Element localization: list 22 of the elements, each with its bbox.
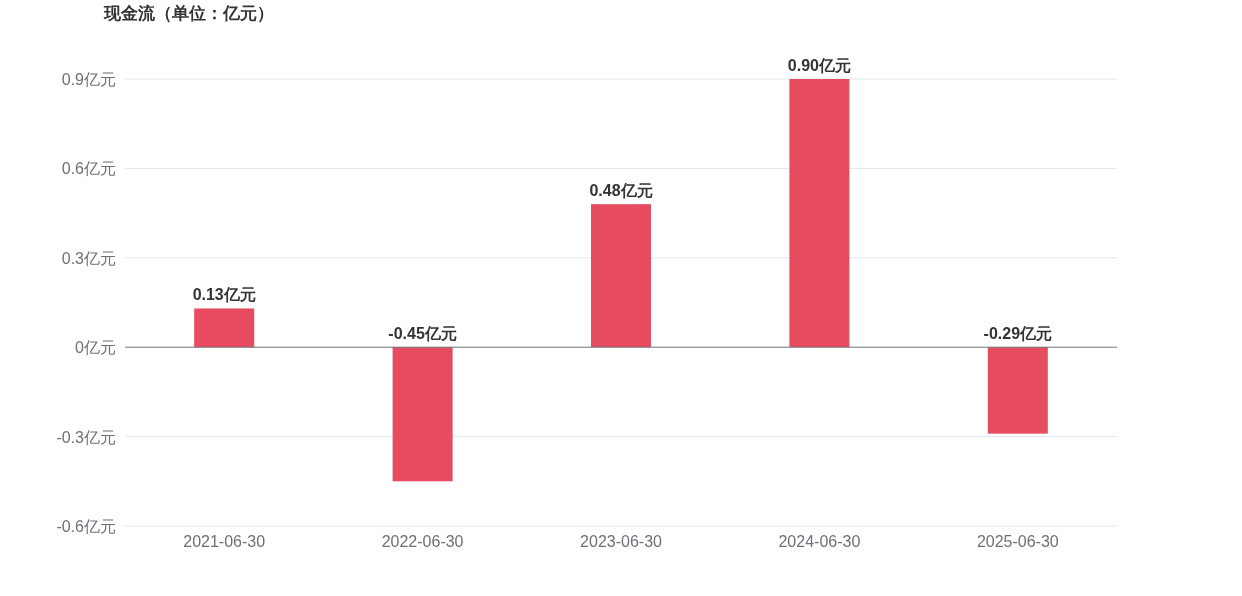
y-tick-label: 0.9亿元 (61, 71, 116, 88)
bar (987, 347, 1048, 434)
y-tick-label: 0.6亿元 (61, 160, 116, 178)
y-tick-label: 0亿元 (75, 339, 116, 357)
x-tick-label: 2023-06-30 (580, 533, 663, 550)
x-tick-label: 2022-06-30 (381, 533, 464, 550)
chart-title: 现金流（单位：亿元） (103, 4, 274, 23)
y-tick-label: 0.3亿元 (61, 249, 116, 267)
y-tick-label: -0.6亿元 (56, 518, 116, 535)
data-label: 0.90亿元 (787, 57, 851, 74)
bar (194, 308, 255, 348)
x-tick-label: 2021-06-30 (183, 533, 266, 550)
x-tick-label: 2025-06-30 (976, 533, 1059, 550)
data-label: 0.48亿元 (589, 182, 653, 200)
bar (392, 347, 453, 482)
data-label: -0.45亿元 (388, 325, 457, 343)
bar (789, 79, 850, 348)
x-tick-label: 2024-06-30 (778, 533, 861, 550)
data-label: 0.13亿元 (192, 286, 256, 304)
bar (591, 204, 651, 348)
data-label: -0.29亿元 (983, 325, 1053, 343)
y-tick-label: -0.3亿元 (56, 428, 116, 446)
